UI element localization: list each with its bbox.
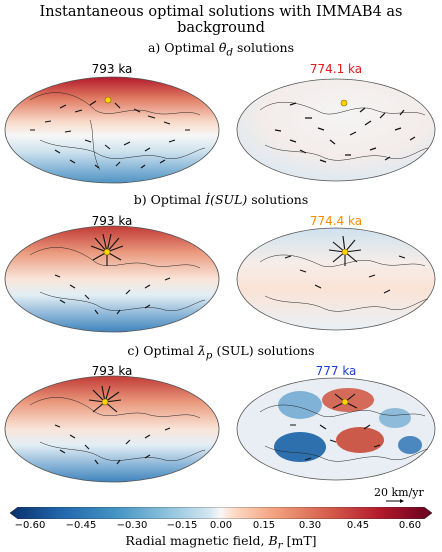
panel-b-left-map [4,225,220,333]
colorbar-label-prefix: Radial magnetic field, [125,533,265,548]
colorbar [10,507,432,519]
velocity-scale-label: 20 km/yr [374,486,424,499]
panel-a-heading: a) Optimal θ̇d solutions [0,40,442,59]
colorbar-tick: 0.00 [209,520,233,531]
map-panels [4,76,436,483]
panel-a-sub: d [226,46,234,59]
panel-a-right-map [236,78,436,182]
colorbar-tick: −0.60 [14,520,46,531]
colorbar-label-sub: r [277,539,283,552]
panel-c-symbol: λ̇ [197,343,206,358]
colorbar-label-symbol: B [268,533,278,548]
panel-b-left-age: 793 ka [91,214,133,228]
colorbar-tick: −0.45 [65,520,97,531]
panel-b-right-map [236,227,436,331]
panel-b-symbol: İ [205,192,211,207]
panel-c-right-age: 777 ka [315,364,357,378]
panel-c-suffix: (SUL) solutions [216,343,315,358]
colorbar-label: Radial magnetic field, Br [mT] [0,533,442,552]
panel-b-heading: b) Optimal İ(SUL) solutions [0,192,442,207]
velocity-scale-arrow [386,499,404,503]
panel-c-left-age: 793 ka [91,364,133,378]
panel-a-suffix: solutions [237,40,295,55]
figure-title: Instantaneous optimal solutions with IMM… [39,4,403,36]
panel-c-left-map [4,375,220,483]
panel-c-sub: p [205,349,213,362]
panel-a-left-map [4,76,220,184]
panel-a-prefix: a) Optimal [147,40,215,55]
panel-c-right-map [236,377,436,481]
panel-b-sub: (SUL) [210,192,248,207]
colorbar-tick: 0.15 [252,520,276,531]
panel-c-heading: c) Optimal λ̇p (SUL) solutions [0,343,442,362]
colorbar-tick: 0.30 [298,520,322,531]
colorbar-label-unit: [mT] [286,533,317,548]
panel-a-left-age: 793 ka [91,62,133,76]
panel-c-prefix: c) Optimal [127,343,194,358]
colorbar-tick: −0.15 [166,520,198,531]
panel-a-right-age: 774.1 ka [309,62,363,76]
panel-a-symbol: θ̇ [218,40,227,55]
colorbar-tick: 0.45 [346,520,370,531]
panel-b-suffix: solutions [251,192,309,207]
panel-b-right-age: 774.4 ka [309,214,363,228]
panel-b-prefix: b) Optimal [133,192,202,207]
colorbar-tick: 0.60 [398,520,422,531]
colorbar-tick: −0.30 [116,520,148,531]
